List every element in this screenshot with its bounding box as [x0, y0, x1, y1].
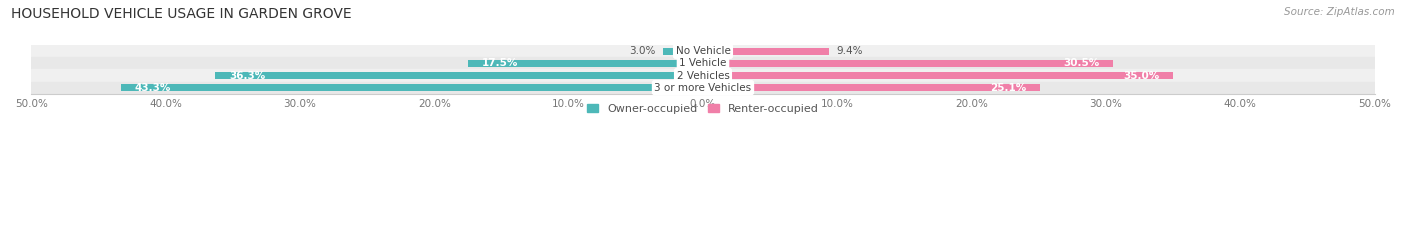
Text: 9.4%: 9.4% — [837, 46, 862, 56]
Bar — [31, 57, 1375, 69]
Bar — [703, 72, 1173, 79]
Text: 17.5%: 17.5% — [481, 58, 517, 69]
Bar — [31, 82, 1375, 94]
Bar — [468, 60, 703, 67]
Legend: Owner-occupied, Renter-occupied: Owner-occupied, Renter-occupied — [582, 99, 824, 118]
Text: No Vehicle: No Vehicle — [675, 46, 731, 56]
Bar — [703, 60, 1112, 67]
Text: 2 Vehicles: 2 Vehicles — [676, 71, 730, 81]
Text: HOUSEHOLD VEHICLE USAGE IN GARDEN GROVE: HOUSEHOLD VEHICLE USAGE IN GARDEN GROVE — [11, 7, 352, 21]
Text: 30.5%: 30.5% — [1063, 58, 1099, 69]
Text: 25.1%: 25.1% — [990, 83, 1026, 93]
Text: 43.3%: 43.3% — [135, 83, 172, 93]
Text: 36.3%: 36.3% — [229, 71, 266, 81]
Text: 35.0%: 35.0% — [1123, 71, 1160, 81]
Bar — [215, 72, 703, 79]
Text: 1 Vehicle: 1 Vehicle — [679, 58, 727, 69]
Bar — [703, 84, 1040, 91]
Bar — [121, 84, 703, 91]
Bar — [31, 45, 1375, 57]
Text: 3 or more Vehicles: 3 or more Vehicles — [654, 83, 752, 93]
Text: Source: ZipAtlas.com: Source: ZipAtlas.com — [1284, 7, 1395, 17]
Bar — [31, 69, 1375, 82]
Bar — [703, 48, 830, 55]
Text: 3.0%: 3.0% — [630, 46, 657, 56]
Bar — [662, 48, 703, 55]
